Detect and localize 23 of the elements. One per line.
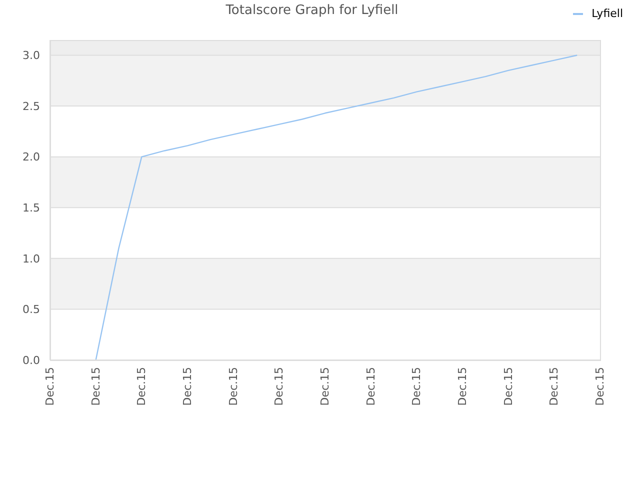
x-tick-label: Dec.15 <box>181 367 194 406</box>
chart-title: Totalscore Graph for Lyfiell <box>226 3 398 18</box>
x-tick-label: Dec.15 <box>548 367 561 406</box>
y-tick-label: 3.0 <box>22 49 40 62</box>
x-tick-label: Dec.15 <box>89 367 102 406</box>
x-tick-label: Dec.15 <box>502 367 515 406</box>
x-tick-label: Dec.15 <box>226 367 240 406</box>
y-tick-label: 0.0 <box>22 354 40 367</box>
x-tick-label: Dec.15 <box>364 367 378 406</box>
y-tick-label: 0.5 <box>22 303 40 316</box>
x-tick-label: Dec.15 <box>135 367 148 406</box>
y-tick-label: 1.0 <box>22 252 40 266</box>
x-tick-label: Dec.15 <box>318 367 332 406</box>
y-tick-label: 2.0 <box>22 150 40 164</box>
x-tick-label: Dec.15 <box>594 367 606 406</box>
legend-label: Lyfiell <box>592 7 623 20</box>
y-tick-label: 2.5 <box>22 100 40 113</box>
x-tick-label: Dec.15 <box>410 367 424 406</box>
x-tick-label: Dec.15 <box>456 367 469 406</box>
line-series <box>95 54 578 360</box>
x-tick-label: Dec.15 <box>44 367 56 406</box>
y-tick-label: 1.5 <box>22 202 40 215</box>
x-tick-label: Dec.15 <box>272 367 286 406</box>
